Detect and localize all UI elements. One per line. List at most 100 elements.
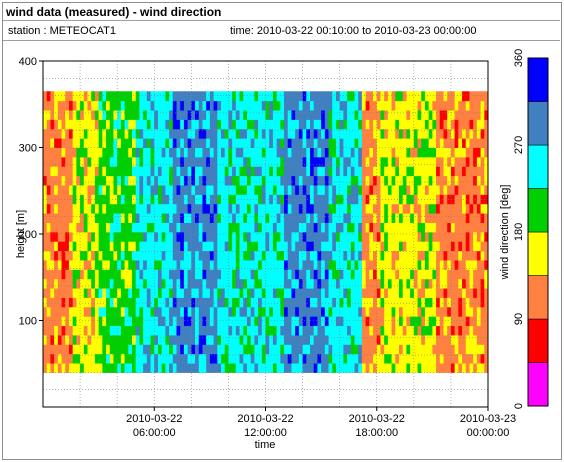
- heatmap-cell: [43, 269, 48, 280]
- heatmap-cell: [106, 184, 111, 195]
- heatmap-cell: [302, 334, 307, 345]
- heatmap-cell: [80, 119, 85, 130]
- heatmap-cell: [276, 119, 281, 130]
- heatmap-cell: [469, 128, 474, 139]
- heatmap-cell: [335, 353, 341, 364]
- heatmap-cell: [46, 306, 51, 317]
- heatmap-cell: [187, 250, 192, 261]
- heatmap-cell: [350, 91, 355, 102]
- heatmap-cell: [298, 156, 304, 167]
- heatmap-cell: [447, 194, 452, 205]
- heatmap-cell: [276, 269, 281, 280]
- heatmap-cell: [213, 269, 218, 280]
- heatmap-cell: [150, 147, 155, 158]
- heatmap-cell: [224, 297, 229, 308]
- heatmap-cell: [206, 91, 211, 102]
- heatmap-cell: [287, 250, 292, 261]
- heatmap-cell: [454, 156, 459, 167]
- colorbar-bin: [527, 57, 549, 102]
- heatmap-cell: [369, 241, 374, 252]
- heatmap-cell: [161, 203, 166, 214]
- heatmap-cell: [120, 119, 126, 130]
- heatmap-cell: [132, 231, 137, 242]
- heatmap-cell: [332, 288, 337, 298]
- heatmap-cell: [272, 297, 278, 308]
- heatmap-cell: [321, 250, 326, 261]
- heatmap-cell: [243, 334, 248, 345]
- heatmap-cell: [120, 288, 126, 298]
- heatmap-cell: [462, 110, 467, 120]
- heatmap-cell: [106, 119, 111, 130]
- heatmap-cell: [128, 119, 133, 130]
- heatmap-cell: [221, 166, 226, 177]
- heatmap-cell: [221, 297, 226, 308]
- heatmap-cell: [332, 100, 337, 111]
- heatmap-cell: [128, 156, 133, 167]
- heatmap-cell: [361, 128, 367, 139]
- heatmap-cell: [410, 203, 415, 214]
- heatmap-cell: [298, 203, 304, 214]
- heatmap-cell: [295, 334, 300, 345]
- heatmap-cell: [306, 334, 311, 345]
- heatmap-cell: [269, 110, 274, 120]
- heatmap-cell: [395, 344, 400, 355]
- heatmap-cell: [480, 194, 485, 205]
- heatmap-cell: [287, 297, 292, 308]
- heatmap-cell: [350, 166, 355, 177]
- heatmap-cell: [46, 297, 51, 308]
- heatmap-cell: [354, 278, 359, 289]
- heatmap-cell: [406, 119, 411, 130]
- heatmap-cell: [332, 184, 337, 195]
- heatmap-cell: [113, 184, 118, 195]
- heatmap-cell: [324, 91, 330, 102]
- heatmap-cell: [109, 119, 114, 130]
- heatmap-cell: [213, 334, 218, 345]
- heatmap-cell: [354, 100, 359, 111]
- heatmap-cell: [465, 278, 470, 289]
- heatmap-cell: [65, 213, 70, 223]
- heatmap-cell: [317, 278, 322, 289]
- heatmap-cell: [450, 222, 456, 233]
- heatmap-cell: [361, 110, 367, 120]
- heatmap-cell: [380, 166, 385, 177]
- heatmap-cell: [54, 363, 59, 373]
- heatmap-cell: [139, 194, 144, 205]
- heatmap-cell: [284, 353, 289, 364]
- heatmap-cell: [254, 344, 259, 355]
- heatmap-cell: [458, 166, 463, 177]
- heatmap-cell: [436, 166, 441, 177]
- heatmap-cell: [343, 213, 348, 223]
- heatmap-cell: [376, 156, 381, 167]
- heatmap-cell: [417, 269, 422, 280]
- heatmap-cell: [310, 353, 315, 364]
- heatmap-cell: [439, 297, 444, 308]
- heatmap-cell: [476, 213, 482, 223]
- heatmap-cell: [191, 241, 196, 252]
- heatmap-cell: [395, 222, 400, 233]
- heatmap-cell: [83, 138, 88, 148]
- heatmap-cell: [132, 297, 137, 308]
- heatmap-cell: [439, 353, 444, 364]
- heatmap-cell: [250, 91, 255, 102]
- heatmap-cell: [183, 119, 189, 130]
- heatmap-cell: [443, 119, 448, 130]
- heatmap-cell: [295, 166, 300, 177]
- heatmap-cell: [462, 138, 467, 148]
- heatmap-cell: [139, 325, 144, 336]
- heatmap-cell: [265, 194, 270, 205]
- heatmap-cell: [150, 250, 155, 261]
- heatmap-cell: [332, 231, 337, 242]
- heatmap-cell: [324, 128, 330, 139]
- heatmap-cell: [202, 194, 207, 205]
- heatmap-cell: [195, 147, 200, 158]
- heatmap-cell: [432, 222, 437, 233]
- heatmap-cell: [473, 288, 478, 298]
- heatmap-cell: [183, 250, 189, 261]
- heatmap-cell: [361, 166, 367, 177]
- heatmap-cell: [387, 278, 393, 289]
- header-divider: [3, 40, 560, 41]
- heatmap-cell: [224, 344, 229, 355]
- heatmap-cell: [454, 194, 459, 205]
- heatmap-cell: [280, 194, 285, 205]
- heatmap-cell: [287, 184, 292, 195]
